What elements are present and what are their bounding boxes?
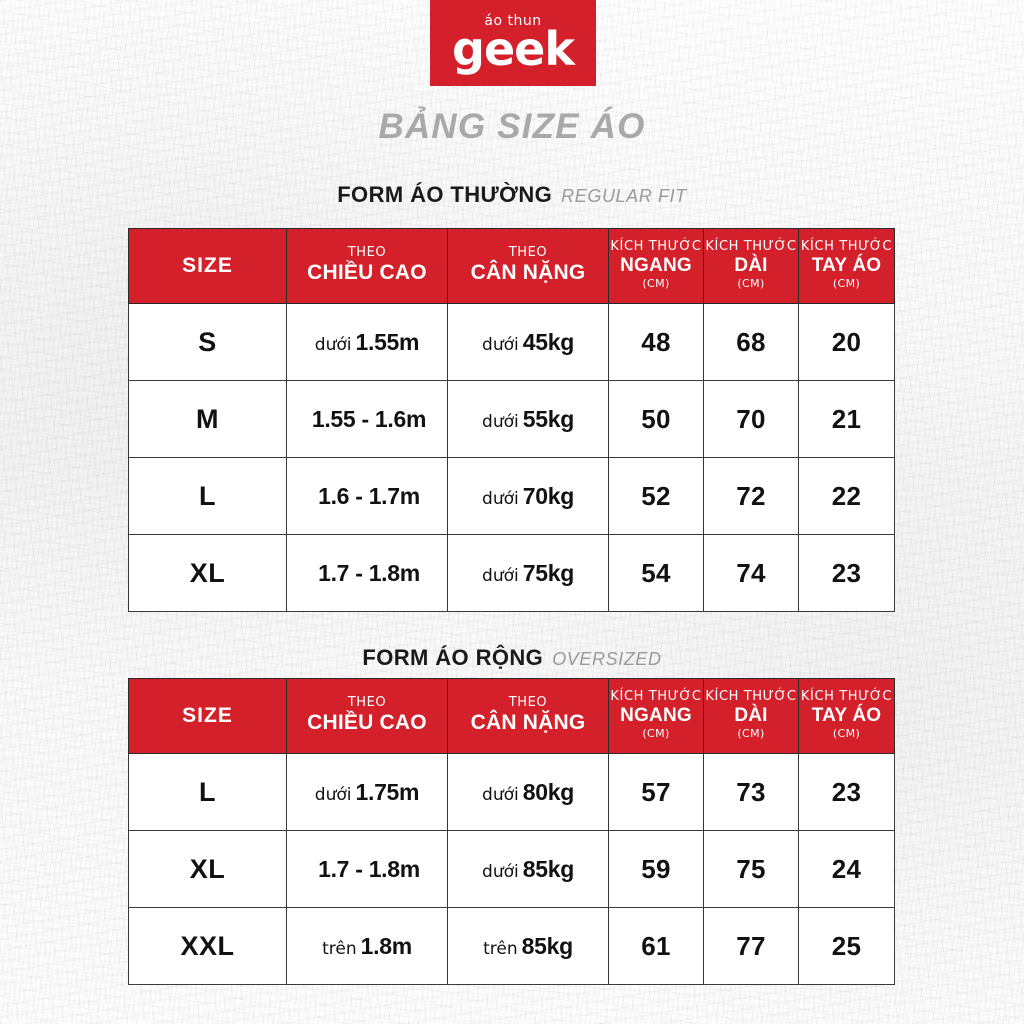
cell-ngang: 50: [608, 380, 704, 458]
cell-tay-ao: 24: [798, 830, 895, 908]
cell-height: 1.55 - 1.6m: [286, 380, 448, 458]
cell-weight: dưới 80kg: [447, 753, 609, 831]
brand-tagline: áo thun: [484, 13, 542, 29]
cell-ngang: 57: [608, 753, 704, 831]
cell-height: 1.6 - 1.7m: [286, 457, 448, 535]
cell-size: L: [128, 457, 287, 535]
table-row: XXL trên 1.8m trên 85kg 61 77 25: [128, 907, 895, 985]
cell-dai: 77: [703, 907, 799, 985]
cell-height: dưới 1.75m: [286, 753, 448, 831]
cell-size: S: [128, 303, 287, 381]
cell-tay-ao: 25: [798, 907, 895, 985]
section-title-oversized-main: FORM ÁO RỘNG: [362, 645, 544, 670]
section-title-regular-main: FORM ÁO THƯỜNG: [337, 182, 553, 207]
cell-size: M: [128, 380, 287, 458]
cell-size: XL: [128, 534, 287, 612]
cell-height: 1.7 - 1.8m: [286, 534, 448, 612]
cell-weight: trên 85kg: [447, 907, 609, 985]
table-header-row: SIZE THEO CHIỀU CAO THEO CÂN NẶNG KÍCH T…: [128, 678, 895, 754]
col-header-tay-ao: KÍCH THƯỚC TAY ÁO (CM): [798, 228, 895, 304]
cell-size: XL: [128, 830, 287, 908]
cell-size: L: [128, 753, 287, 831]
cell-tay-ao: 21: [798, 380, 895, 458]
col-header-size: SIZE: [128, 678, 287, 754]
cell-height: 1.7 - 1.8m: [286, 830, 448, 908]
table-row: M 1.55 - 1.6m dưới 55kg 50 70 21: [128, 380, 895, 458]
cell-tay-ao: 23: [798, 534, 895, 612]
table-row: S dưới 1.55m dưới 45kg 48 68 20: [128, 303, 895, 381]
cell-ngang: 59: [608, 830, 704, 908]
cell-tay-ao: 23: [798, 753, 895, 831]
cell-tay-ao: 22: [798, 457, 895, 535]
table-row: XL 1.7 - 1.8m dưới 85kg 59 75 24: [128, 830, 895, 908]
col-header-ngang: KÍCH THƯỚC NGANG (CM): [608, 228, 704, 304]
cell-weight: dưới 55kg: [447, 380, 609, 458]
cell-dai: 75: [703, 830, 799, 908]
size-table-oversized: SIZE THEO CHIỀU CAO THEO CÂN NẶNG KÍCH T…: [128, 678, 895, 985]
cell-weight: dưới 45kg: [447, 303, 609, 381]
cell-height: trên 1.8m: [286, 907, 448, 985]
size-table-regular: SIZE THEO CHIỀU CAO THEO CÂN NẶNG KÍCH T…: [128, 228, 895, 612]
col-header-height: THEO CHIỀU CAO: [286, 228, 448, 304]
cell-dai: 74: [703, 534, 799, 612]
cell-weight: dưới 85kg: [447, 830, 609, 908]
section-title-oversized-sub: OVERSIZED: [552, 649, 662, 669]
col-header-size: SIZE: [128, 228, 287, 304]
cell-ngang: 48: [608, 303, 704, 381]
cell-weight: dưới 75kg: [447, 534, 609, 612]
cell-size: XXL: [128, 907, 287, 985]
cell-ngang: 61: [608, 907, 704, 985]
section-title-regular: FORM ÁO THƯỜNG REGULAR FIT: [0, 182, 1024, 208]
table-row: L 1.6 - 1.7m dưới 70kg 52 72 22: [128, 457, 895, 535]
brand-logo: áo thun geek: [430, 0, 596, 86]
col-header-tay-ao: KÍCH THƯỚC TAY ÁO (CM): [798, 678, 895, 754]
table-header-row: SIZE THEO CHIỀU CAO THEO CÂN NẶNG KÍCH T…: [128, 228, 895, 304]
col-header-height: THEO CHIỀU CAO: [286, 678, 448, 754]
section-title-regular-sub: REGULAR FIT: [561, 186, 687, 206]
col-header-ngang: KÍCH THƯỚC NGANG (CM): [608, 678, 704, 754]
page-title: BẢNG SIZE ÁO: [378, 107, 646, 146]
cell-ngang: 52: [608, 457, 704, 535]
cell-height: dưới 1.55m: [286, 303, 448, 381]
col-header-weight: THEO CÂN NẶNG: [447, 678, 609, 754]
table-row: XL 1.7 - 1.8m dưới 75kg 54 74 23: [128, 534, 895, 612]
cell-dai: 70: [703, 380, 799, 458]
cell-dai: 72: [703, 457, 799, 535]
cell-tay-ao: 20: [798, 303, 895, 381]
brand-name: geek: [452, 22, 575, 76]
col-header-dai: KÍCH THƯỚC DÀI (CM): [703, 678, 799, 754]
cell-dai: 68: [703, 303, 799, 381]
cell-dai: 73: [703, 753, 799, 831]
col-header-weight: THEO CÂN NẶNG: [447, 228, 609, 304]
section-title-oversized: FORM ÁO RỘNG OVERSIZED: [0, 645, 1024, 671]
cell-weight: dưới 70kg: [447, 457, 609, 535]
cell-ngang: 54: [608, 534, 704, 612]
table-row: L dưới 1.75m dưới 80kg 57 73 23: [128, 753, 895, 831]
col-header-dai: KÍCH THƯỚC DÀI (CM): [703, 228, 799, 304]
